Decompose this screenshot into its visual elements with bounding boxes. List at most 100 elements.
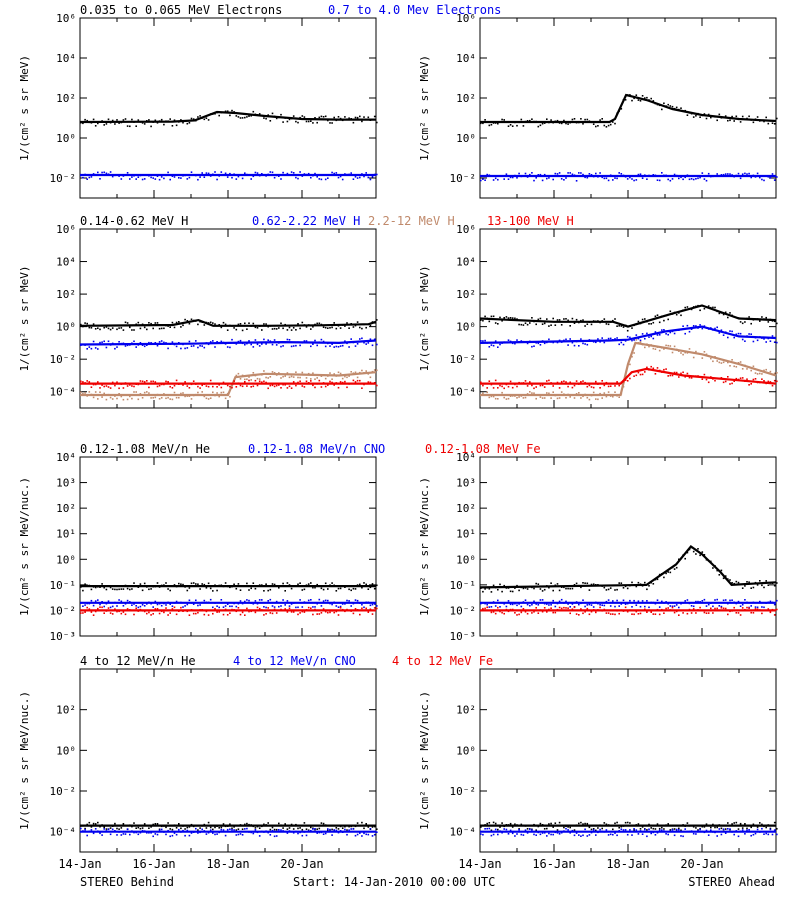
dot-2-behind-1-75: [239, 323, 242, 325]
dot-1-ahead-1-77: [644, 97, 646, 99]
dot-2-ahead-3-98: [688, 348, 691, 350]
dot-2-behind-4-15: [111, 381, 114, 384]
dot-3-behind-2-104: [301, 606, 304, 608]
dot-3-ahead-3-49: [584, 611, 586, 613]
dot-2-ahead-4-84: [658, 369, 661, 372]
dot-4-ahead-1-29: [541, 824, 544, 826]
dot-4-behind-2-1: [82, 830, 84, 832]
dot-2-ahead-1-130: [756, 318, 759, 320]
dot-2-ahead-1-58: [603, 318, 606, 320]
dot-2-ahead-2-74: [637, 337, 640, 340]
xtick-label-behind-3: 20-Jan: [280, 857, 323, 871]
dot-3-behind-2-121: [337, 606, 340, 608]
dot-2-behind-3-10: [101, 396, 103, 398]
dot-2-ahead-3-50: [586, 396, 589, 399]
dot-1-behind-2-139: [376, 173, 378, 176]
dot-3-ahead-3-58: [603, 608, 606, 611]
dot-4-ahead-1-112: [718, 824, 721, 826]
dot-1-behind-2-108: [310, 176, 312, 179]
dot-2-behind-4-111: [316, 383, 318, 385]
dot-3-ahead-2-43: [571, 603, 574, 605]
dot-2-ahead-4-14: [509, 380, 512, 383]
dot-2-ahead-3-47: [580, 397, 582, 399]
dot-2-behind-3-70: [229, 395, 231, 398]
dot-3-ahead-1-121: [737, 581, 740, 584]
ytick-label-2-behind-1: 10⁻²: [50, 353, 77, 366]
dot-1-ahead-1-90: [671, 105, 674, 108]
dot-3-behind-2-97: [286, 600, 289, 602]
dot-3-ahead-1-60: [607, 588, 610, 591]
dot-2-ahead-4-23: [529, 381, 531, 383]
dot-4-behind-1-132: [361, 821, 363, 824]
dot-3-ahead-3-79: [648, 609, 650, 611]
dot-3-behind-1-13: [107, 585, 110, 587]
dot-2-ahead-2-22: [526, 342, 529, 345]
dot-4-ahead-2-78: [646, 835, 648, 838]
dot-3-behind-2-100: [292, 602, 295, 604]
dot-2-behind-2-97: [286, 338, 289, 341]
dot-3-behind-1-46: [178, 582, 180, 585]
dot-2-behind-3-28: [139, 393, 142, 395]
dot-4-ahead-2-139: [776, 833, 778, 836]
dot-3-ahead-1-104: [701, 551, 704, 553]
dot-1-behind-1-108: [310, 120, 312, 122]
dot-2-behind-2-2: [84, 344, 86, 346]
dot-2-behind-4-95: [282, 383, 284, 386]
dot-4-ahead-1-14: [509, 822, 512, 825]
dot-2-ahead-2-123: [741, 338, 744, 341]
dot-2-behind-2-39: [163, 341, 165, 344]
dot-1-ahead-2-52: [590, 174, 593, 176]
dot-4-behind-2-119: [333, 829, 335, 831]
dot-3-behind-1-54: [195, 583, 197, 585]
dot-4-ahead-2-64: [616, 834, 618, 837]
dot-2-behind-1-106: [305, 326, 308, 328]
dot-3-ahead-3-12: [505, 608, 508, 611]
dot-4-behind-2-114: [322, 833, 325, 835]
dot-3-ahead-2-74: [637, 600, 640, 602]
dot-2-behind-2-46: [178, 342, 180, 344]
dot-2-behind-1-117: [329, 327, 331, 329]
dot-2-behind-4-65: [218, 384, 220, 386]
dot-2-ahead-4-80: [650, 365, 652, 368]
dot-2-behind-4-104: [301, 385, 304, 387]
ytick-label-3-behind-1: 10⁻²: [50, 604, 77, 617]
dot-3-behind-2-64: [216, 605, 218, 607]
dot-2-behind-1-58: [203, 324, 206, 326]
dot-2-behind-2-82: [254, 339, 257, 341]
dot-3-ahead-3-84: [658, 613, 661, 616]
dot-2-ahead-3-33: [550, 397, 552, 399]
dot-3-ahead-1-137: [771, 582, 774, 584]
dot-2-ahead-4-9: [499, 384, 501, 387]
dot-4-behind-1-45: [175, 827, 178, 829]
dot-3-behind-2-0: [80, 602, 82, 604]
dot-2-ahead-1-113: [720, 312, 723, 314]
dot-1-ahead-1-20: [522, 125, 525, 127]
dot-2-behind-2-109: [312, 343, 314, 345]
dot-1-behind-1-113: [320, 115, 323, 118]
dot-4-ahead-2-14: [509, 829, 512, 832]
dot-2-behind-4-134: [365, 382, 367, 385]
dot-3-ahead-2-96: [684, 600, 686, 602]
dot-4-behind-1-116: [327, 829, 329, 831]
dot-2-ahead-3-114: [722, 361, 725, 364]
dot-2-behind-2-49: [184, 347, 186, 350]
dot-1-ahead-1-29: [541, 122, 544, 125]
dot-3-behind-3-22: [126, 608, 129, 610]
dot-3-behind-3-13: [107, 607, 110, 609]
dot-1-ahead-2-13: [507, 178, 510, 180]
dot-2-ahead-3-137: [771, 373, 774, 376]
dot-3-ahead-3-29: [541, 610, 544, 613]
dot-4-ahead-1-59: [605, 823, 608, 826]
dot-3-behind-1-106: [305, 584, 308, 586]
dot-1-behind-1-115: [324, 115, 327, 118]
dot-2-behind-2-15: [111, 342, 114, 345]
dot-2-behind-2-116: [327, 342, 329, 345]
dot-3-behind-1-77: [244, 585, 246, 587]
dot-2-behind-1-111: [316, 322, 318, 325]
dot-3-ahead-2-69: [626, 602, 629, 605]
dot-3-behind-3-82: [254, 611, 257, 614]
dot-4-behind-2-122: [339, 830, 342, 832]
dot-3-ahead-2-39: [563, 602, 565, 604]
dot-2-ahead-3-96: [684, 351, 686, 354]
dot-2-ahead-3-90: [671, 351, 674, 354]
